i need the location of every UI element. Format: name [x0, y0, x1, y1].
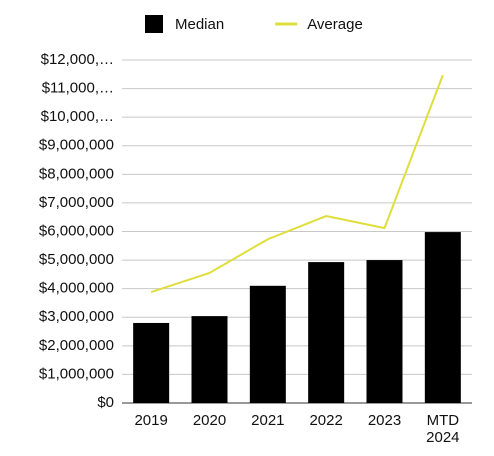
- y-tick-label: $6,000,000: [39, 222, 114, 239]
- x-tick-label: 2023: [368, 412, 401, 429]
- bar: [424, 232, 461, 403]
- y-tick-label: $8,000,000: [39, 165, 114, 182]
- x-tick-label: MTD 2024: [426, 412, 459, 446]
- legend-label: Average: [307, 16, 363, 33]
- line: [150, 74, 444, 294]
- y-tick-label: $1,000,000: [39, 365, 114, 382]
- legend-label: Median: [175, 16, 224, 33]
- y-tick-label: $7,000,000: [39, 194, 114, 211]
- y-tick-label: $4,000,000: [39, 280, 114, 297]
- y-tick-label: $9,000,000: [39, 137, 114, 154]
- bar: [366, 260, 403, 403]
- bar: [249, 285, 286, 403]
- y-tick-label: $10,000,…: [41, 108, 114, 125]
- y-tick-label: $12,000,…: [41, 51, 114, 68]
- y-tick-label: $0: [97, 394, 114, 411]
- x-tick-label: 2021: [251, 412, 284, 429]
- bar: [133, 322, 170, 403]
- bar: [191, 316, 228, 403]
- x-tick-label: 2019: [134, 412, 167, 429]
- y-tick-label: $5,000,000: [39, 251, 114, 268]
- bar: [308, 262, 345, 403]
- x-tick-label: 2022: [309, 412, 342, 429]
- y-tick-label: $3,000,000: [39, 308, 114, 325]
- legend-swatch: [145, 15, 163, 33]
- y-tick-label: $2,000,000: [39, 337, 114, 354]
- x-tick-label: 2020: [193, 412, 226, 429]
- y-tick-label: $11,000,…: [42, 80, 114, 97]
